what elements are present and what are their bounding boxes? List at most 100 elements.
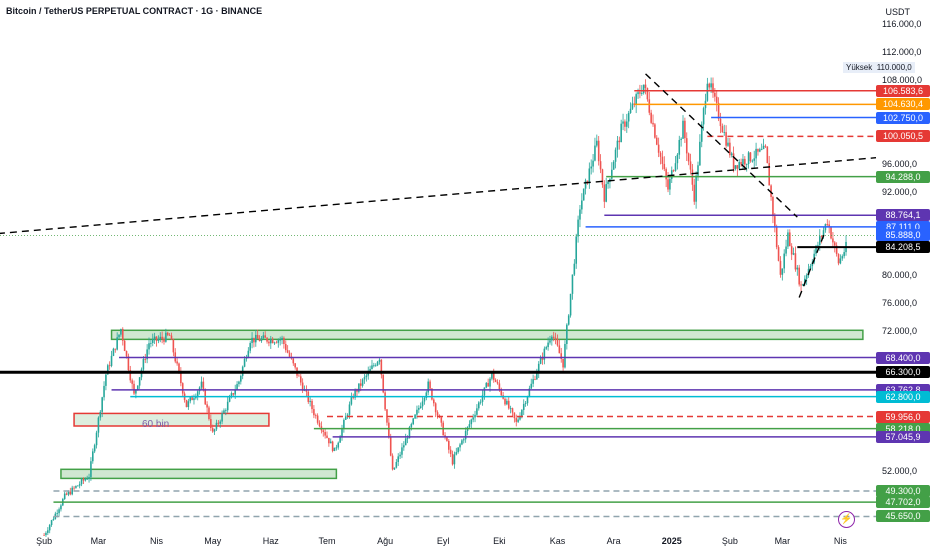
candle-body [395,461,398,468]
candle-body [264,335,266,338]
candle-body [476,408,478,415]
candle-body [509,408,512,409]
candle-body [208,407,210,420]
candle-body [196,391,199,397]
chart-title: Bitcoin / TetherUS PERPETUAL CONTRACT · … [6,6,263,16]
candle-body [101,397,103,412]
candle-body [657,144,660,153]
candle-body [611,169,613,179]
candle-body [781,268,784,275]
candle-body [106,365,109,375]
candle-body [629,108,632,113]
candle-body [562,358,564,368]
candle-body [56,513,58,514]
candle-body [532,379,534,384]
candle-body [350,397,353,405]
candle-body [384,392,386,410]
candle-body [123,340,126,352]
candle-body [669,178,671,190]
candle-body [667,179,669,190]
candle-body [779,260,782,275]
candle-body [163,338,165,342]
candle-body [279,339,281,341]
high-label: Yüksek [846,63,873,72]
candle-body [759,149,761,152]
candle-body [742,158,744,165]
candle-body [288,352,291,357]
candle-body [487,382,489,387]
candle-body [601,169,604,185]
candle-body [88,477,90,479]
candle-body [479,401,482,403]
candle-body [363,377,366,380]
price-badge: 59.956,0 [876,410,930,423]
candle-body [185,399,188,408]
candle-body [448,440,450,450]
candle-body [142,359,145,370]
candle-body [573,263,576,275]
candle-body [712,83,714,93]
candle-body [843,252,845,257]
candle-body [136,385,139,390]
candle-body [777,247,780,261]
candle-body [708,83,711,88]
candle-body [298,375,300,377]
candle-body [322,430,325,433]
candle-body [560,353,563,359]
candle-body [45,532,47,536]
candle-body [672,170,675,172]
currency-label: USDT [885,7,911,17]
candle-body [719,118,722,127]
candle-body [380,359,383,375]
candle-body [642,84,645,94]
candle-body [504,398,506,405]
candle-body [144,359,147,360]
candle-body [403,445,405,448]
candle-body [745,164,748,165]
x-tick-label: Eki [493,536,506,546]
candle-body [313,409,315,416]
candle-body [695,175,697,202]
candle-body [607,181,609,185]
candle-body [433,399,435,404]
candle-body [253,337,255,343]
candle-body [419,406,422,408]
candle-body [314,415,317,417]
candle-body [262,335,265,339]
candle-body [230,393,233,398]
candle-body [772,196,774,217]
candle-body [359,383,362,386]
candle-body [521,410,523,417]
candle-body [429,381,431,389]
candle-body [71,487,73,495]
candle-body [837,254,840,264]
candle-body [256,334,259,339]
candle-body [596,140,598,146]
candle-body [191,397,193,401]
candle-body [605,184,607,202]
candle-body [446,437,448,441]
candle-body [200,381,203,388]
candle-body [339,437,341,443]
price-badge: 104.630,4 [876,98,930,111]
candle-body [802,284,804,286]
candle-body [506,400,508,405]
candle-body [723,132,726,133]
candle-body [789,232,791,247]
candle-body [316,415,319,423]
x-tick-label: Ağu [377,536,394,546]
candle-body [153,336,156,340]
candle-body [48,525,51,531]
candle-body [283,337,285,344]
candle-body [112,348,115,356]
candle-body [221,413,223,422]
candle-body [539,357,542,364]
candle-body [764,145,767,147]
candle-body [637,92,639,95]
candle-body [552,336,555,338]
candle-body [309,400,311,402]
candle-body [329,441,332,444]
x-tick-label: Kas [549,536,566,546]
lightning-icon[interactable]: ⚡ [838,511,855,528]
